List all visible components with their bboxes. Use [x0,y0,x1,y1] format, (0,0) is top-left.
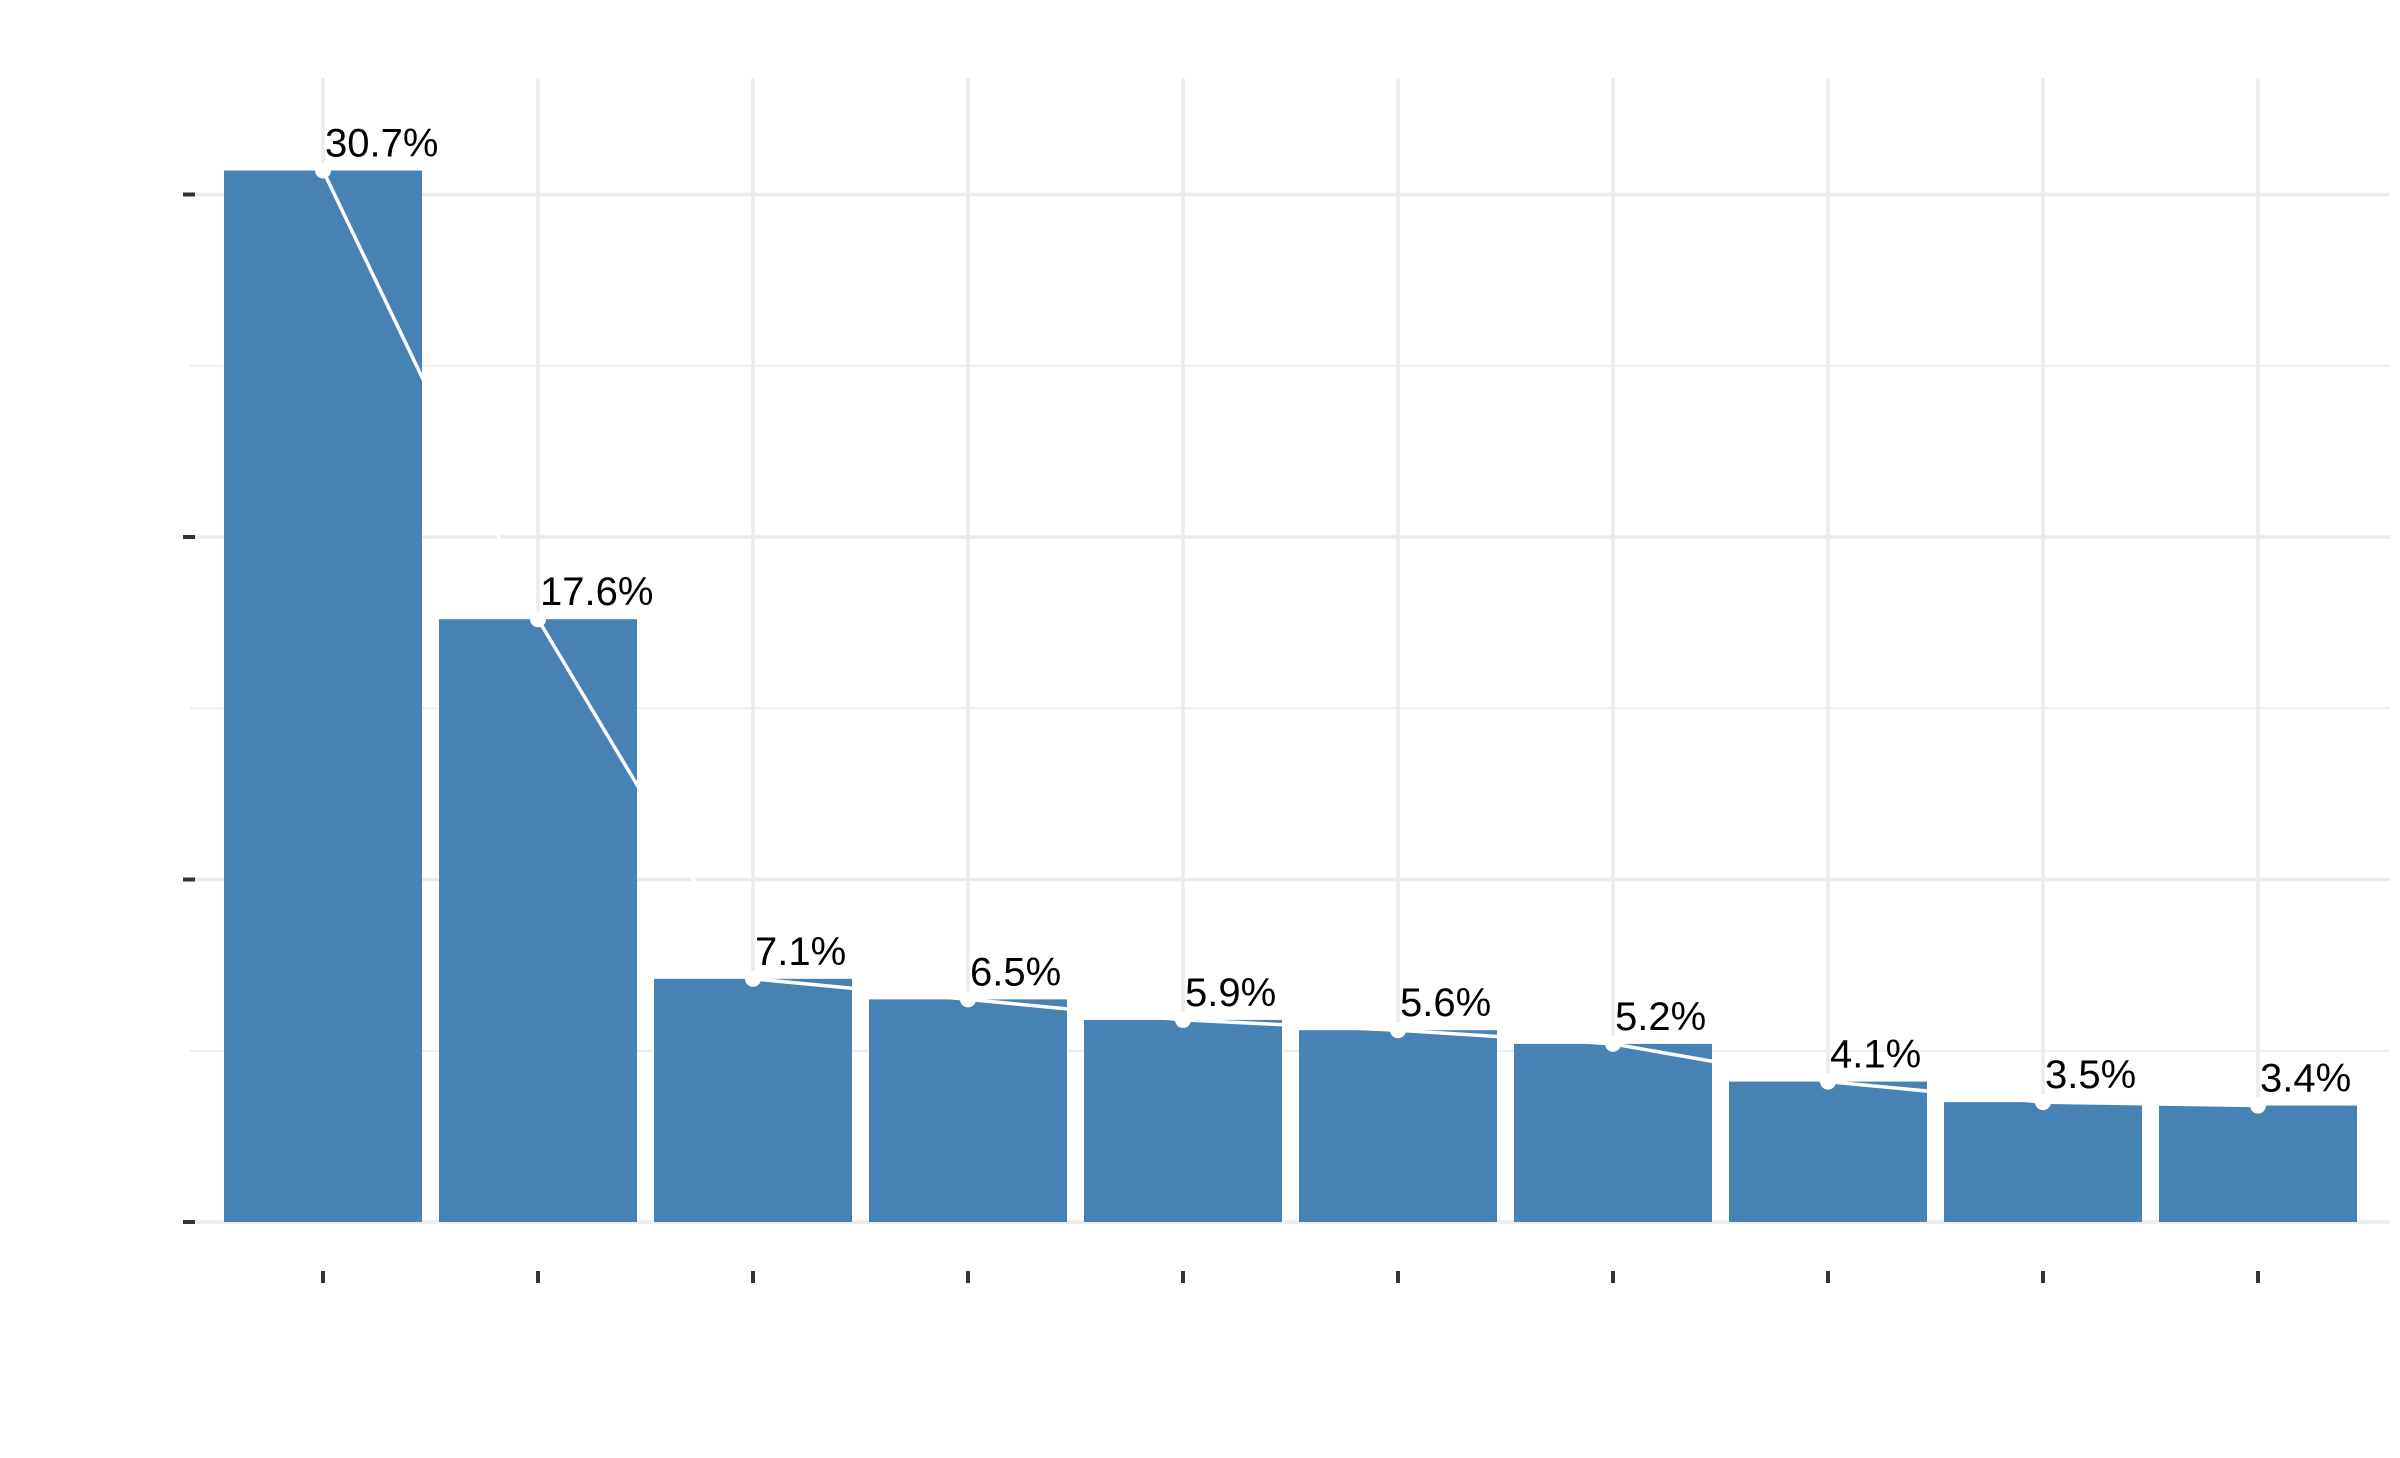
data-label: 3.5% [2045,1053,2136,1097]
line-point [1605,1035,1621,1052]
data-label: 3.4% [2260,1057,2351,1101]
axis-layer [183,192,2260,1283]
line-point [1820,1073,1836,1090]
bar [1944,1102,2142,1222]
bar [1299,1030,1497,1222]
data-label: 17.6% [540,570,653,614]
data-label: 7.1% [755,930,846,974]
overlay-line-layer [315,162,2266,1114]
bar [439,619,637,1222]
bar [869,999,1067,1222]
data-label-layer: 30.7% 17.6% 7.1% 6.5% 5.9% 5.6% 5.2% 4.1% 3.5% 3.… [325,122,2351,1101]
line-point [960,991,976,1008]
overlay-line [321,169,2259,1108]
data-label: 6.5% [970,950,1061,994]
data-label: 5.2% [1615,995,1706,1039]
line-point [745,970,761,987]
line-point [1390,1022,1406,1039]
bar [2159,1105,2357,1222]
data-label: 30.7% [325,122,438,166]
data-label: 4.1% [1830,1033,1921,1077]
line-point [2250,1097,2266,1114]
bar [1514,1043,1712,1222]
data-label: 5.6% [1400,981,1491,1025]
bar-layer [224,170,2357,1222]
line-point [2035,1094,2051,1111]
bar [1729,1081,1927,1222]
line-point [315,162,331,179]
bar [654,978,852,1222]
line-point [1175,1011,1191,1028]
line-point [530,611,546,628]
data-label: 5.9% [1185,971,1276,1015]
bar [224,170,422,1222]
bar [1084,1019,1282,1222]
